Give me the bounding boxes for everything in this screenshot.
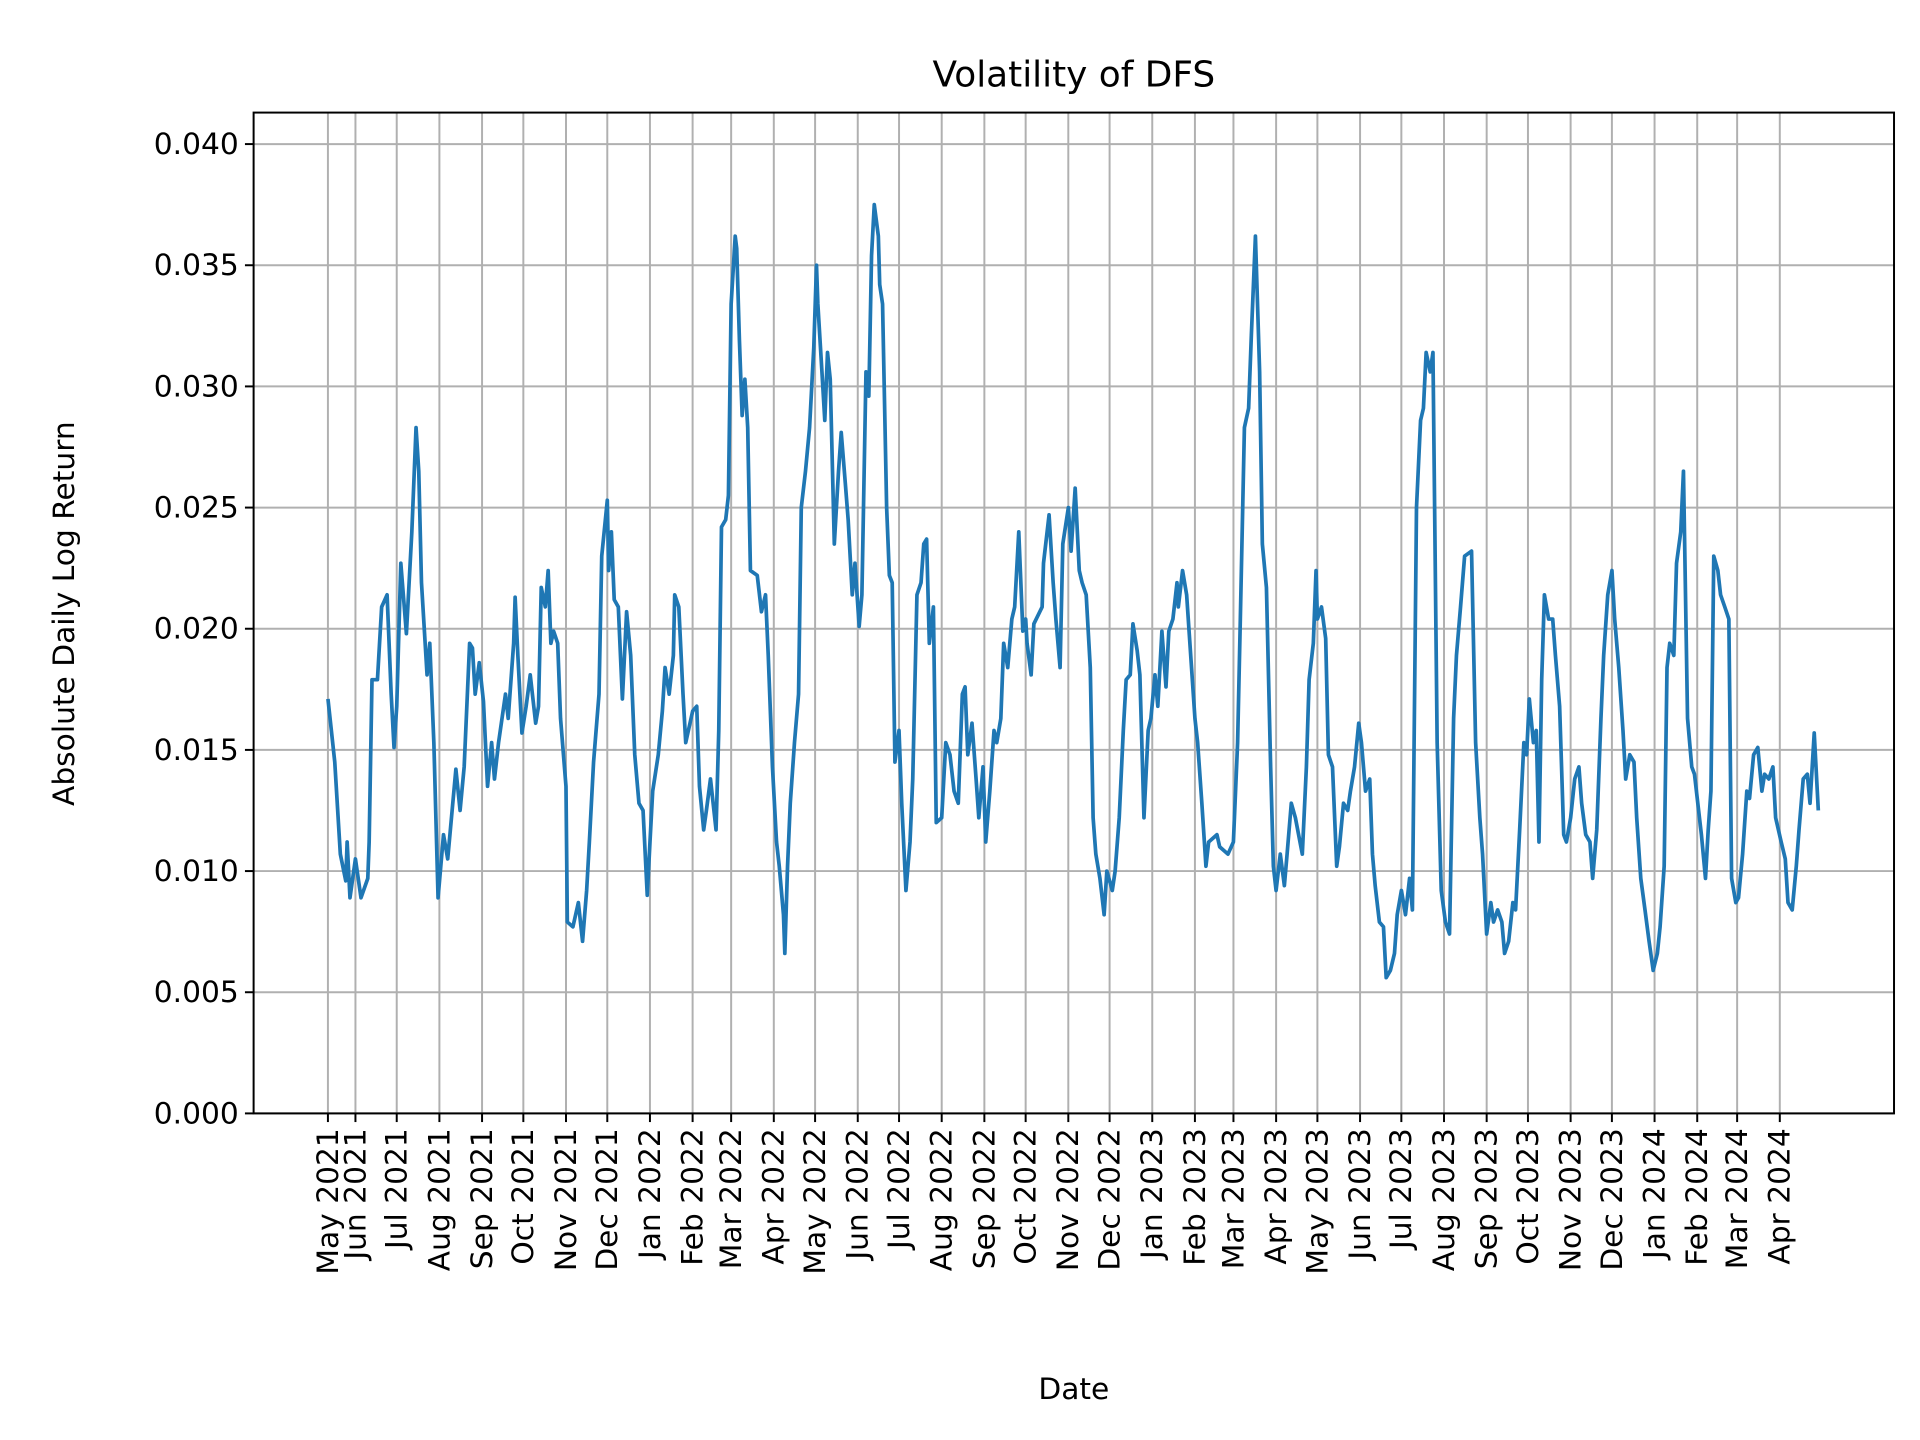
x-tick-label: Jul 2023	[1384, 1128, 1419, 1251]
x-tick-label: Nov 2023	[1554, 1128, 1589, 1271]
x-tick-label: Nov 2022	[1051, 1128, 1086, 1271]
x-tick-label: May 2023	[1300, 1128, 1335, 1274]
y-tick-label: 0.035	[154, 248, 239, 283]
x-tick-label: Jul 2021	[380, 1128, 415, 1251]
x-tick-label: Dec 2021	[590, 1128, 625, 1270]
x-tick-label: Jan 2022	[633, 1128, 668, 1261]
x-tick-label: Nov 2021	[549, 1128, 584, 1271]
x-tick-label: May 2021	[311, 1128, 346, 1274]
axis-ticks: 0.000 0.005 0.010 0.015 0.020 0.025 0.030 0.035…	[154, 127, 1798, 1275]
x-tick-label: Aug 2023	[1427, 1128, 1462, 1271]
data-series	[326, 202, 1821, 980]
x-tick-label: Apr 2022	[757, 1128, 792, 1264]
x-tick-label: Sep 2022	[967, 1128, 1002, 1269]
plot-frame	[252, 111, 1896, 1115]
grid-lines	[253, 112, 1895, 1115]
x-tick-label: Jun 2023	[1343, 1128, 1378, 1261]
x-tick-label: Apr 2023	[1259, 1128, 1294, 1264]
x-tick-label: Mar 2024	[1720, 1128, 1755, 1269]
x-tick-label: Feb 2024	[1680, 1128, 1715, 1266]
x-tick-label: Feb 2023	[1178, 1128, 1213, 1266]
y-axis-label: Absolute Daily Log Return	[47, 421, 82, 806]
x-tick-label: Jan 2024	[1637, 1128, 1672, 1261]
y-tick-label: 0.015	[154, 733, 239, 768]
x-tick-label: May 2022	[798, 1128, 833, 1274]
y-tick-label: 0.005	[154, 975, 239, 1010]
x-tick-label: Aug 2021	[422, 1128, 457, 1271]
x-tick-label: Jul 2022	[882, 1128, 917, 1251]
x-tick-label: Jun 2022	[841, 1128, 876, 1261]
x-tick-label: Mar 2023	[1216, 1128, 1251, 1269]
y-tick-label: 0.020	[154, 612, 239, 647]
x-tick-label: Apr 2024	[1763, 1128, 1798, 1264]
x-tick-label: Jan 2023	[1135, 1128, 1170, 1261]
y-tick-label: 0.040	[154, 127, 239, 162]
chart-title: Volatility of DFS	[933, 55, 1216, 96]
x-axis-label: Date	[1038, 1372, 1109, 1407]
volatility-line	[326, 202, 1821, 980]
y-tick-label: 0.030	[154, 369, 239, 404]
x-tick-label: Sep 2021	[465, 1128, 500, 1269]
x-tick-label: Mar 2022	[714, 1128, 749, 1269]
y-tick-label: 0.000	[154, 1096, 239, 1131]
y-tick-label: 0.010	[154, 854, 239, 889]
x-tick-label: Sep 2023	[1470, 1128, 1505, 1269]
x-tick-label: Dec 2023	[1595, 1128, 1630, 1270]
x-tick-label: Feb 2022	[676, 1128, 711, 1266]
x-tick-label: Oct 2022	[1009, 1128, 1044, 1264]
x-tick-label: Oct 2021	[506, 1128, 541, 1264]
x-tick-label: Aug 2022	[925, 1128, 960, 1271]
y-tick-label: 0.025	[154, 490, 239, 525]
x-tick-label: Jun 2021	[338, 1128, 373, 1261]
x-tick-label: Oct 2023	[1511, 1128, 1546, 1264]
x-tick-label: Dec 2022	[1092, 1128, 1127, 1270]
